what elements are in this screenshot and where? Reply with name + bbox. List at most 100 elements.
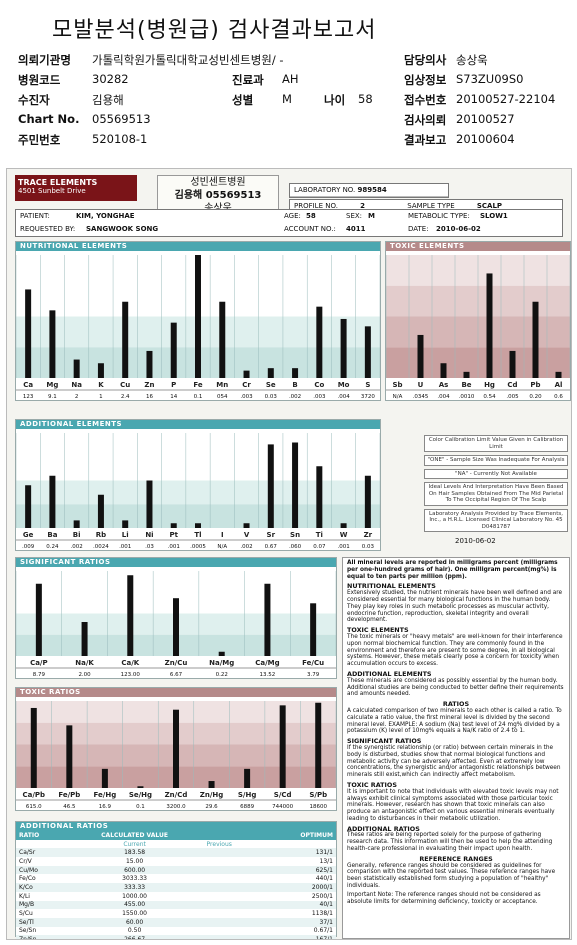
chart-label: Chart No. (18, 112, 80, 126)
category-label: U (418, 381, 424, 389)
bar-zn-cd (173, 709, 179, 788)
toxic-elements-panel: TOXIC ELEMENTS Sb N/A U .0345 As .004 Be .0010 H… (385, 241, 571, 401)
ratio-value: 15.00 (125, 857, 144, 865)
value-label: .03 (145, 544, 154, 550)
value-label: 6.67 (170, 672, 183, 678)
category-label: Li (122, 531, 129, 539)
category-label: I (221, 531, 224, 539)
bar-u (417, 334, 424, 378)
receipt-label: 접수번호 (404, 93, 447, 107)
ratio-value: 0.50 (127, 927, 142, 935)
category-label: Ca/Mg (255, 659, 279, 667)
category-label: V (244, 531, 250, 539)
chart-band (16, 571, 336, 593)
ratio-row: Zn/Sn 266.67 167/1 (16, 935, 336, 939)
ratio-optimum: 37/1 (262, 917, 336, 927)
category-label: Ca/K (121, 659, 139, 667)
value-label: 2.4 (121, 394, 130, 400)
value-label: .003 (313, 394, 326, 400)
significant-text: If the synergistic relationship (or rati… (347, 744, 561, 779)
bar-cr (243, 370, 250, 378)
value-label: 0.22 (216, 672, 228, 678)
category-label: Co (314, 381, 324, 389)
ratio-row: Se/Sn 0.50 0.67/1 (16, 927, 336, 936)
ratio-value: 3033.33 (122, 875, 147, 883)
value-label: 0.24 (46, 544, 59, 550)
value-label: 2 (75, 394, 79, 400)
ratio-value: 1000.00 (122, 892, 147, 900)
nutritional-elements-title: NUTRITIONAL ELEMENTS (16, 242, 380, 251)
chart-band (16, 433, 380, 457)
id-label: 주민번호 (18, 133, 61, 147)
bar-s-cd (279, 705, 286, 788)
category-label: Ti (316, 531, 323, 539)
value-label: 6889 (240, 804, 254, 810)
ratio-optimum: 1138/1 (311, 910, 333, 918)
col-previous: Previous (206, 840, 232, 848)
value-label: 0.20 (529, 394, 542, 400)
bar-be (463, 371, 470, 378)
legend-line-4: Ideal Levels And Interpretation Have Bee… (424, 482, 568, 506)
scanned-report: TRACE ELEMENTS 4501 Sunbelt Drive 성빈센트병원… (6, 168, 572, 940)
patient-info-box: PATIENT: KIM, YONGHAE AGE: 58 SEX: M MET… (15, 209, 563, 237)
lab-info-box: LABORATORY NO. 989584 (289, 183, 449, 198)
category-label: S/Hg (238, 791, 256, 799)
value-label: .0005 (190, 544, 206, 550)
additional-elements-title: ADDITIONAL ELEMENTS (16, 420, 380, 429)
legend-line-1: Color Calibration Limit Value Given in C… (424, 435, 568, 452)
institution-value: 가톨릭학원가톨릭대학교성빈센트병원/ - (92, 53, 284, 67)
age-value: 58 (358, 92, 373, 106)
bar-cd (509, 350, 516, 378)
value-label: .060 (289, 544, 302, 550)
metabolic-value: SLOW1 (480, 212, 508, 220)
value-label: .005 (506, 394, 519, 400)
ratio-value: 60.00 (65, 917, 204, 927)
value-label: .0010 (459, 394, 475, 400)
value-label: .001 (168, 544, 180, 550)
category-label: Sn (290, 531, 300, 539)
chart-band (16, 480, 380, 505)
dept-label: 진료과 (232, 73, 264, 87)
ratio-optimum: 625/1 (262, 865, 336, 875)
value-label: .0345 (413, 394, 429, 400)
value-label: .002 (71, 544, 83, 550)
stamp-line-2: 김용해 05569513 (174, 190, 262, 201)
patient-value: 김용해 (92, 93, 124, 107)
ratio-row: K/Li 1000.00 2500/1 (16, 892, 336, 901)
value-label: 9.1 (48, 394, 57, 400)
additional-elements-panel: ADDITIONAL ELEMENTS Ge .009 Ba 0.24 Bi .002 Rb… (15, 419, 381, 551)
significant-ratios-chart: Ca/P 8.79 Na/K 2.00 Ca/K 123.00 Zn/Cu 6.67 Na/Mg… (15, 571, 337, 678)
doctor-label: 담당의사 (404, 53, 447, 67)
value-label: .004 (437, 394, 450, 400)
value-label: 3200.0 (166, 804, 186, 810)
category-label: Mg (46, 381, 58, 389)
legend-line-2: "ONE" - Sample Size Was Inadequate For A… (424, 455, 568, 466)
bar-fe (195, 255, 201, 378)
chart-band (16, 504, 380, 528)
requested-label: REQUESTED BY: (20, 225, 76, 233)
ratio-ratio: Ca/Sr (16, 848, 66, 858)
lab-no-value: 989584 (357, 186, 387, 194)
bar-pt (170, 523, 177, 528)
page-title: 모발분석(병원급) 검사결과보고서 (52, 18, 377, 43)
age-label: 나이 (324, 93, 346, 107)
nutritional-text: Extensively studied, the nutrient minera… (347, 590, 563, 624)
ratio-ratio: Cr/V (19, 857, 32, 865)
scan-age-label: AGE: (284, 212, 301, 220)
col-ratio: RATIO (16, 831, 66, 840)
category-label: Zn (144, 381, 154, 389)
ratio-optimum: 440/1 (315, 875, 333, 883)
category-label: Fe/Pb (58, 791, 80, 799)
legend-line-5: Laboratory Analysis Provided by Trace El… (424, 508, 568, 532)
category-label: Sb (392, 381, 402, 389)
value-label: 123.00 (121, 672, 141, 678)
value-label: .009 (22, 544, 35, 550)
value-label: 123 (23, 394, 34, 400)
additional-heading: ADDITIONAL ELEMENTS (347, 669, 432, 678)
chart-band (16, 456, 380, 481)
toxic-heading: TOXIC ELEMENTS (347, 626, 409, 635)
toxic-elements-title: TOXIC ELEMENTS (386, 242, 570, 251)
bar-sr (267, 444, 274, 528)
category-label: Cu (120, 381, 130, 389)
legend-notes: Color Calibration Limit Value Given in C… (424, 435, 568, 535)
